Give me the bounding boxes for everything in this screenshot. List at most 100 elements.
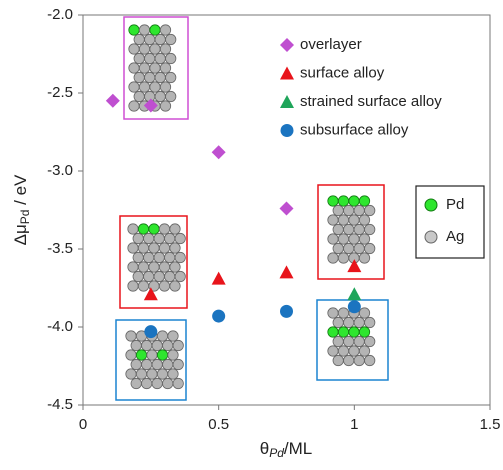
data-point <box>106 94 120 108</box>
ag-atom <box>138 243 148 253</box>
ag-atom <box>354 205 364 215</box>
ag-atom <box>139 82 149 92</box>
ag-atom <box>126 350 136 360</box>
x-label-unit: /ML <box>284 439 312 458</box>
ag-atom <box>163 359 173 369</box>
ag-atom <box>142 359 152 369</box>
ag-atom <box>365 317 375 327</box>
ag-atom <box>144 233 154 243</box>
ag-atom <box>160 82 170 92</box>
data-point <box>280 305 293 318</box>
ag-atom <box>365 224 375 234</box>
ag-atom <box>129 82 139 92</box>
ag-atom <box>134 91 144 101</box>
ag-atom <box>333 243 343 253</box>
data-point <box>280 201 294 215</box>
ag-atom <box>147 369 157 379</box>
ag-atom <box>344 224 354 234</box>
ag-atom <box>166 72 176 82</box>
x-label-main: θ <box>260 439 269 458</box>
ag-atom <box>133 233 143 243</box>
ag-atom <box>344 243 354 253</box>
y-tick-label: -4.0 <box>47 318 73 335</box>
y-tick-label: -3.5 <box>47 240 73 257</box>
pd-atom <box>349 196 359 206</box>
ag-atom <box>160 25 170 35</box>
data-point <box>144 325 157 338</box>
data-point <box>212 272 226 285</box>
x-tick-label: 0 <box>79 416 87 433</box>
ag-atom <box>145 34 155 44</box>
ag-atom <box>136 369 146 379</box>
ag-atom <box>170 262 180 272</box>
ag-atom <box>333 224 343 234</box>
ag-atom <box>152 340 162 350</box>
x-tick-label: 0.5 <box>208 416 229 433</box>
ag-atom <box>359 253 369 263</box>
ag-atom <box>159 262 169 272</box>
ag-atom <box>349 234 359 244</box>
x-label-sub: Pd <box>269 446 284 460</box>
ag-atom <box>147 350 157 360</box>
ag-atom <box>165 271 175 281</box>
ag-atom <box>359 308 369 318</box>
ag-atom <box>354 243 364 253</box>
ag-atom <box>175 271 185 281</box>
pd-atom <box>328 196 338 206</box>
legend-marker <box>280 67 294 80</box>
ag-atom <box>129 63 139 73</box>
ag-atom <box>150 82 160 92</box>
ag-atom <box>328 215 338 225</box>
data-point <box>280 265 294 278</box>
data-point <box>347 287 361 300</box>
ag-atom <box>349 215 359 225</box>
ag-atom <box>328 234 338 244</box>
ag-atom <box>144 252 154 262</box>
ag-atom <box>359 234 369 244</box>
ag-atom <box>149 243 159 253</box>
ag-atom <box>333 355 343 365</box>
y-tick-label: -2.5 <box>47 84 73 101</box>
ag-atom <box>152 359 162 369</box>
ag-atom <box>173 340 183 350</box>
ag-atom <box>328 253 338 263</box>
ag-atom <box>168 350 178 360</box>
y-label-sub: Pd <box>18 210 32 225</box>
ag-atom <box>128 243 138 253</box>
ag-atom <box>159 243 169 253</box>
ag-atom <box>349 346 359 356</box>
ag-atom <box>145 72 155 82</box>
pd-atom <box>359 327 369 337</box>
data-point <box>212 145 226 159</box>
y-tick-label: -3.0 <box>47 162 73 179</box>
ag-atom <box>138 281 148 291</box>
legend-label: strained surface alloy <box>300 93 442 110</box>
y-label-main: Δμ <box>11 224 30 245</box>
pd-atom <box>138 224 148 234</box>
ag-atom <box>365 243 375 253</box>
pd-atom <box>129 25 139 35</box>
pd-atom <box>328 327 338 337</box>
ag-atom <box>359 215 369 225</box>
ag-atom <box>166 53 176 63</box>
y-tick-label: -2.0 <box>47 6 73 23</box>
ag-atom <box>131 378 141 388</box>
ag-atom <box>168 369 178 379</box>
pd-atom <box>338 327 348 337</box>
ag-atom <box>165 252 175 262</box>
ag-atom <box>133 271 143 281</box>
ag-atom <box>354 224 364 234</box>
ag-atom <box>154 271 164 281</box>
ag-atom <box>133 252 143 262</box>
ag-atom <box>134 53 144 63</box>
ag-atom <box>154 252 164 262</box>
ag-atom <box>338 215 348 225</box>
legend-label: overlayer <box>300 36 362 53</box>
ag-atom <box>155 72 165 82</box>
ag-atom <box>165 233 175 243</box>
ag-atom <box>333 336 343 346</box>
ag-atom <box>129 101 139 111</box>
ag-atom <box>142 378 152 388</box>
data-point <box>348 300 361 313</box>
ag-atom <box>365 336 375 346</box>
